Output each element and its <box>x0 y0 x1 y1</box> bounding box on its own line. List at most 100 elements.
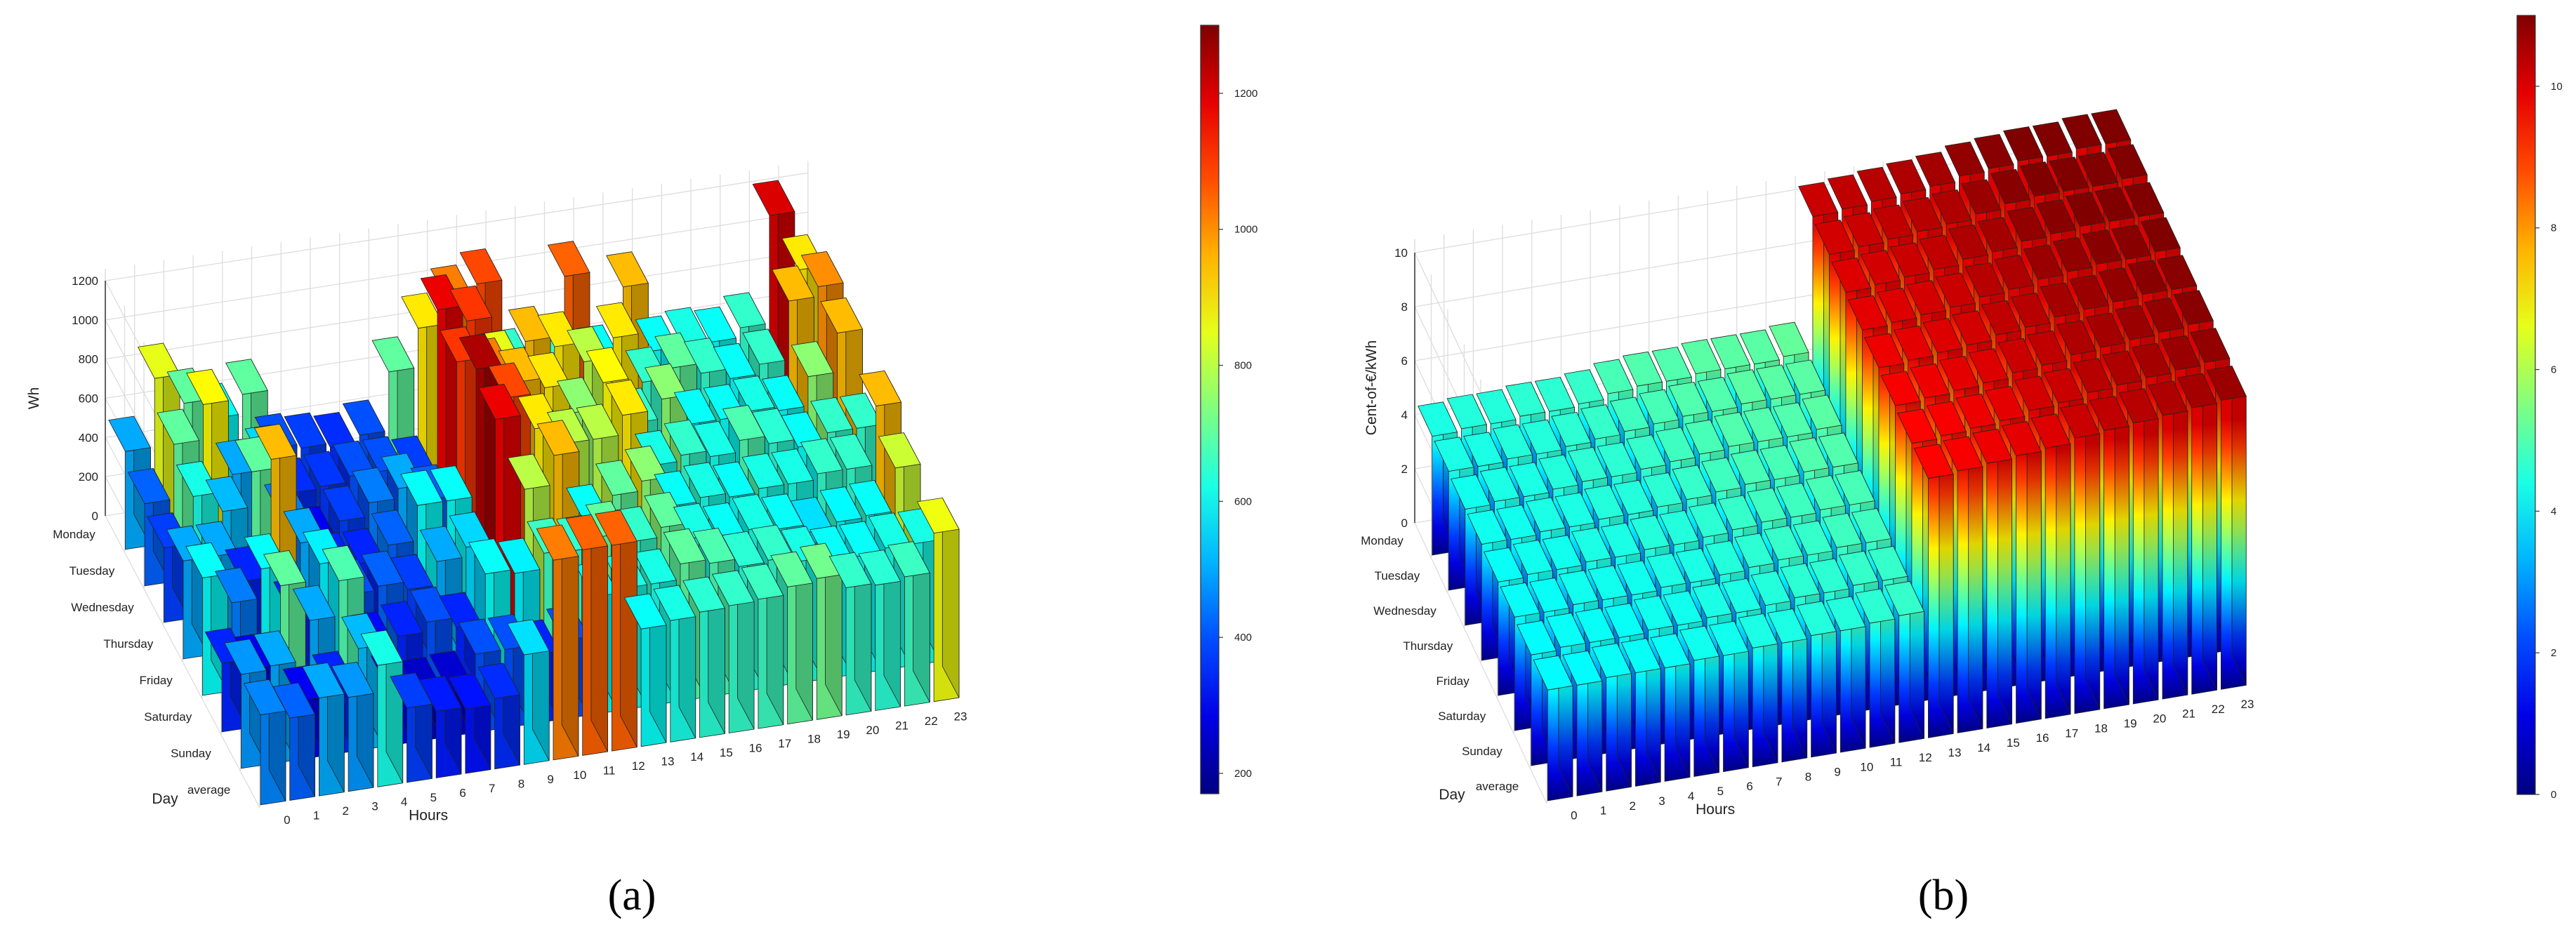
bar-top-face <box>449 285 493 321</box>
bar-top-face <box>1688 502 1729 538</box>
colorbar: 0 2 4 6 8 10 <box>2516 15 2563 801</box>
bar-top-face <box>1955 393 1996 429</box>
bar <box>799 542 843 720</box>
bar-top-face <box>1792 520 1833 556</box>
bar-top-face <box>1847 295 1888 331</box>
bar-top-face <box>253 423 297 460</box>
bar-top-face <box>1479 467 1520 502</box>
bar-side-shade <box>2232 366 2247 686</box>
y-tick-label: Wednesday <box>1373 604 1436 618</box>
bar-top-face <box>1584 484 1625 520</box>
bar-top-face <box>2131 342 2172 378</box>
y-axis: Monday Tuesday Wednesday Thursday Friday Satu… <box>1361 534 1519 803</box>
bar-side-shade <box>1910 581 1924 739</box>
bar-top-face <box>108 415 152 452</box>
bar-top-face <box>2157 255 2198 291</box>
bar-top-face <box>1913 444 1954 479</box>
colorbar-tick-label: 2 <box>2551 647 2556 659</box>
bar-top-face <box>1492 424 1533 460</box>
bar-top-face <box>1994 255 2035 291</box>
bar-top-face <box>1809 558 1850 594</box>
y-tick-label: average <box>1476 780 1519 793</box>
x-tick-label: 14 <box>690 750 704 764</box>
bar-top-face <box>1802 394 1842 430</box>
bar-top-face <box>1730 449 1771 485</box>
bar-top-face <box>1620 638 1661 674</box>
x-tick-label: 5 <box>430 791 437 804</box>
bar-top-face <box>1496 505 1537 540</box>
z-tick-label: 10 <box>1394 246 1408 260</box>
bar <box>595 510 638 752</box>
y-tick-label: Friday <box>1436 674 1470 688</box>
colorbar: 200 400 600 800 1000 1200 <box>1200 25 1257 794</box>
bar-top-face <box>1681 339 1722 375</box>
bar-top-face <box>1655 427 1696 462</box>
bar <box>302 662 345 797</box>
bar-top-face <box>2102 350 2143 386</box>
bar-top-face <box>2014 375 2055 411</box>
bar-top-face <box>623 593 667 630</box>
bar-top-face <box>1743 407 1784 442</box>
bar-top-face <box>887 541 930 578</box>
bar <box>477 663 521 770</box>
bar-top-face <box>157 408 200 445</box>
bar-top-face <box>1633 595 1674 631</box>
bar-top-face <box>1525 497 1566 533</box>
y-tick-label: Tuesday <box>70 564 115 578</box>
bar-top-face <box>1659 510 1700 545</box>
y-tick-label: Monday <box>53 528 95 541</box>
bar-top-face <box>605 379 649 416</box>
bar <box>741 564 784 729</box>
bar-side-shade <box>2085 404 2100 710</box>
bar-top-face <box>1827 174 1868 210</box>
bar-top-face <box>2085 312 2126 348</box>
bar-top-face <box>1805 475 1846 510</box>
bar-top-face <box>741 564 784 600</box>
x-tick-label: 18 <box>807 733 821 746</box>
bar-top-face <box>1886 159 1927 194</box>
bar-side-shade <box>2202 373 2217 691</box>
x-tick-label: 22 <box>2212 703 2225 716</box>
bar-top-face <box>1915 152 1956 187</box>
x-tick-label: 15 <box>2007 736 2020 750</box>
bar <box>2060 403 2101 714</box>
bar-top-face <box>1705 540 1745 575</box>
bar-top-face <box>859 370 902 406</box>
bar-side-face <box>620 510 638 747</box>
y-tick-label: Saturday <box>1438 710 1486 723</box>
colorbar-tick-label: 8 <box>2551 222 2556 234</box>
x-tick-label: 1 <box>313 808 319 822</box>
bar-top-face <box>586 347 629 383</box>
bar-top-face <box>1564 369 1604 405</box>
bar-top-face <box>1825 596 1866 632</box>
bar-top-face <box>1902 197 1943 232</box>
bar-top-face <box>419 526 463 562</box>
bar-side-shade <box>1558 655 1573 797</box>
bar-top-face <box>732 375 776 412</box>
bar <box>1738 613 1778 768</box>
bar-top-face <box>536 420 580 456</box>
x-tick-label: 9 <box>1834 765 1840 778</box>
bar <box>448 673 491 774</box>
bar-top-face <box>663 528 706 564</box>
bar-top-face <box>1759 444 1800 480</box>
y-tick-label: Thursday <box>103 637 153 651</box>
bar-top-face <box>1922 318 1963 353</box>
x-tick-label: 2 <box>343 804 349 818</box>
bar-top-face <box>1734 533 1775 568</box>
bar-top-face <box>693 420 737 458</box>
bar <box>1796 601 1837 758</box>
x-axis: 0 1 2 3 4 5 6 7 8 9 10 11 12 13 14 15 16 17 18 19 20 21 22 23Ho… <box>284 710 967 827</box>
bar-top-face <box>1562 650 1603 686</box>
bar <box>1913 444 1954 738</box>
bar-side-shade <box>1880 589 1895 744</box>
bar-top-face <box>1977 217 2018 253</box>
bar <box>711 570 755 733</box>
bar-top-face <box>1931 189 1972 225</box>
colorbar-tick-label: 1200 <box>1234 88 1257 100</box>
bar-top-face <box>1463 432 1504 467</box>
bar-top-face <box>653 585 696 621</box>
bar-top-face <box>2127 260 2168 295</box>
colorbar-gradient <box>1200 25 1220 794</box>
z-tick-label: 8 <box>1401 300 1408 314</box>
